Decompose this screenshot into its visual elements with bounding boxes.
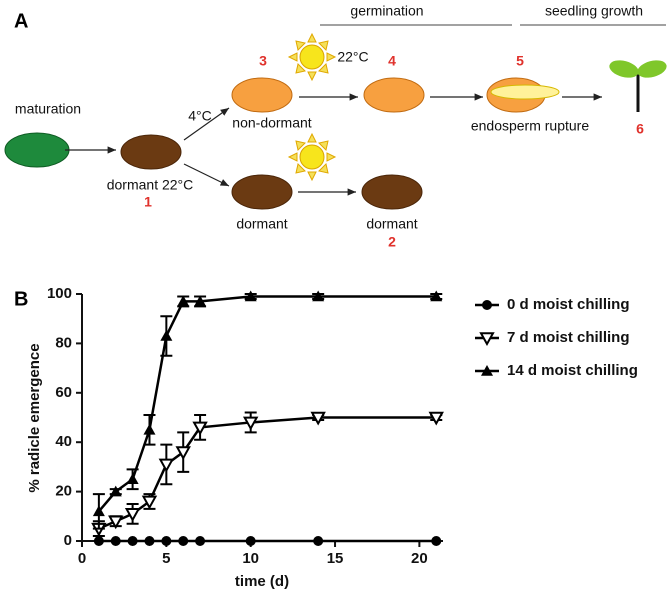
label: dormant	[236, 216, 287, 232]
x-tick-label: 0	[78, 550, 86, 567]
seed-endosperm-rupture	[486, 77, 560, 113]
marker	[158, 458, 175, 473]
marker	[192, 421, 208, 436]
x-tick-label: 5	[162, 550, 170, 567]
stage-number: 5	[516, 53, 524, 69]
marker	[481, 365, 493, 376]
y-tick-label: 60	[55, 384, 72, 401]
marker	[313, 536, 324, 546]
marker	[242, 416, 259, 431]
seed-dormant	[361, 174, 423, 210]
marker	[160, 329, 173, 341]
arrow	[183, 107, 230, 141]
sun	[287, 132, 337, 182]
y-tick-label: 20	[55, 483, 72, 500]
marker	[161, 536, 172, 546]
label: dormant 22°C	[107, 177, 194, 193]
phase-label: germination	[350, 3, 423, 19]
seed-maturation	[4, 132, 70, 168]
marker	[195, 536, 206, 546]
legend-label: 0 d moist chilling	[507, 296, 630, 313]
x-tick-label: 15	[327, 550, 344, 567]
series-line	[97, 295, 437, 513]
marker	[143, 423, 156, 435]
marker	[93, 536, 104, 546]
marker	[108, 515, 124, 530]
y-tick-label: 40	[55, 433, 72, 450]
legend-label: 7 d moist chilling	[507, 329, 630, 346]
x-tick-label: 20	[411, 550, 428, 567]
y-axis-label: % radicle emergence	[26, 343, 43, 492]
panel-label: A	[14, 10, 28, 32]
marker	[482, 300, 492, 310]
marker	[312, 290, 325, 302]
marker	[428, 411, 444, 426]
y-tick-label: 0	[64, 532, 72, 549]
label: dormant	[366, 216, 417, 232]
marker	[177, 295, 190, 307]
marker	[310, 411, 326, 426]
panel-label: B	[14, 288, 28, 310]
seed-dormant	[120, 134, 182, 170]
x-axis-label: time (d)	[235, 573, 289, 590]
marker	[178, 536, 189, 546]
marker	[124, 508, 141, 522]
label: maturation	[15, 101, 81, 117]
y-tick-label: 100	[47, 285, 72, 302]
marker	[110, 536, 121, 546]
marker	[245, 536, 256, 546]
legend-label: 14 d moist chilling	[507, 362, 638, 379]
marker	[430, 290, 443, 302]
marker	[127, 536, 138, 546]
marker	[92, 505, 105, 517]
marker	[175, 446, 191, 461]
label: non-dormant	[232, 115, 311, 131]
arrow	[183, 163, 230, 187]
seed-germinating	[363, 77, 425, 113]
seed-dormant	[231, 174, 293, 210]
y-tick-label: 80	[55, 334, 72, 351]
stage-number: 3	[259, 53, 267, 69]
label: 22°C	[337, 49, 368, 65]
marker	[431, 536, 442, 546]
marker	[144, 536, 155, 546]
seedling	[609, 60, 667, 112]
marker	[141, 495, 158, 510]
sun	[287, 32, 337, 82]
stage-number: 4	[388, 53, 396, 69]
stage-number: 6	[636, 121, 644, 137]
marker	[109, 485, 122, 497]
marker	[479, 332, 495, 347]
phase-label: seedling growth	[545, 3, 643, 19]
label: 4°C	[188, 108, 212, 124]
marker	[194, 295, 207, 307]
marker	[244, 290, 257, 302]
series-line	[98, 416, 437, 530]
stage-number: 2	[388, 234, 396, 250]
label: endosperm rupture	[471, 118, 590, 134]
seed-non-dormant	[231, 77, 293, 113]
stage-number: 1	[144, 194, 152, 210]
marker	[126, 473, 139, 485]
x-tick-label: 10	[242, 550, 259, 567]
